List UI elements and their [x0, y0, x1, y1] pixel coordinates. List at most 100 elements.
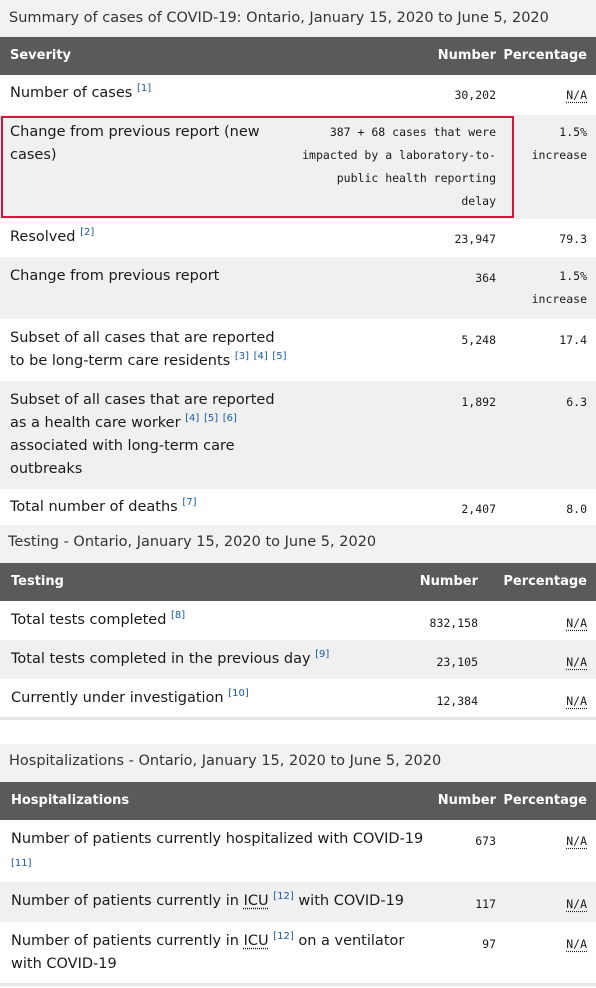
- row-number: 23,947: [454, 232, 496, 246]
- table-row: Number of patients currently hospitalize…: [0, 820, 596, 882]
- row-label: Number of patients currently hospitalize…: [11, 831, 424, 847]
- row-label-pre: Number of patients currently in: [11, 933, 244, 949]
- row-label-post: on a ventilator: [293, 933, 405, 949]
- footnote-link[interactable]: [9]: [315, 649, 330, 660]
- footnote-link[interactable]: [6]: [222, 413, 237, 424]
- footnote-link[interactable]: [4]: [253, 351, 268, 362]
- row-number-line: impacted by a laboratory-to-: [302, 148, 496, 162]
- footnote-link[interactable]: [7]: [182, 497, 197, 508]
- row-number: 2,407: [461, 502, 496, 516]
- table-row: Total number of deaths [7] 2,407 8.0: [0, 489, 596, 525]
- header-testing: Testing: [11, 574, 64, 589]
- row-number: 97: [482, 937, 496, 951]
- table-row: Subset of all cases that are reported as…: [0, 381, 596, 489]
- row-label-line: Change from previous report (new: [10, 124, 260, 140]
- row-label: Total tests completed in the previous da…: [11, 651, 311, 667]
- row-number-line: 387 + 68 cases that were: [329, 125, 496, 139]
- footnote-link[interactable]: [12]: [273, 931, 294, 942]
- row-number: 673: [475, 834, 496, 848]
- row-percentage: N/A: [566, 897, 587, 911]
- row-number: 5,248: [461, 333, 496, 347]
- icu-abbr[interactable]: ICU: [243, 933, 269, 949]
- table-row: Change from previous report 364 1.5% inc…: [0, 257, 596, 319]
- row-percentage: 1.5%: [559, 125, 587, 139]
- row-label: Total number of deaths: [10, 499, 178, 515]
- footnote-link[interactable]: [10]: [228, 688, 249, 699]
- row-label-line: cases): [10, 147, 57, 163]
- footnote-link[interactable]: [8]: [171, 610, 186, 621]
- footnote-link[interactable]: [5]: [203, 413, 219, 424]
- row-number: 1,892: [461, 395, 496, 409]
- row-label-line: Subset of all cases that are reported: [10, 330, 275, 346]
- header-percentage: Percentage: [503, 574, 587, 589]
- footnote-link[interactable]: [1]: [136, 83, 152, 94]
- table-row: Currently under investigation [10] 12,38…: [0, 679, 596, 717]
- footnote-link[interactable]: [5]: [272, 351, 287, 362]
- table-row: Number of cases [1] 30,202 N/A: [0, 75, 596, 115]
- row-number: 832,158: [429, 616, 478, 630]
- row-percentage: N/A: [566, 616, 587, 630]
- header-percentage: Percentage: [503, 793, 587, 808]
- table-row: Change from previous report (new cases) …: [0, 115, 596, 219]
- summary-table-header: Severity Number Percentage: [0, 37, 596, 75]
- row-label-line: with COVID-19: [11, 956, 117, 972]
- divider: [0, 983, 596, 986]
- row-number: 12,384: [436, 694, 478, 708]
- footnote-link[interactable]: [4]: [185, 413, 200, 424]
- row-percentage: N/A: [566, 834, 587, 848]
- row-label: Currently under investigation: [11, 690, 224, 706]
- row-percentage: N/A: [566, 937, 587, 951]
- footnote-link[interactable]: [3]: [234, 351, 249, 362]
- row-label-line: associated with long-term care: [10, 438, 235, 454]
- hospitalizations-caption-rest: - Ontario, January 15, 2020 to June 5, 2…: [124, 753, 442, 769]
- row-label-post: with COVID-19: [293, 893, 405, 909]
- table-row: Total tests completed [8] 832,158 N/A: [0, 601, 596, 640]
- icu-abbr[interactable]: ICU: [243, 893, 269, 909]
- row-number: 23,105: [436, 655, 478, 669]
- footnote-link[interactable]: [11]: [11, 858, 32, 869]
- row-percentage: 6.3: [566, 395, 587, 409]
- table-row: Resolved [2] 23,947 79.3: [0, 219, 596, 257]
- footnote-link[interactable]: [12]: [273, 891, 294, 902]
- row-label-line: to be long-term care residents: [10, 353, 231, 369]
- row-number-line: public health reporting: [336, 171, 496, 185]
- hospitalizations-caption: Hospitalizations - Ontario, January 15, …: [0, 744, 596, 782]
- row-percentage: 1.5%: [559, 269, 587, 283]
- table-row: Number of patients currently in ICU [12]…: [0, 922, 596, 983]
- row-number: 117: [475, 897, 496, 911]
- row-percentage-suffix: increase: [531, 292, 587, 306]
- row-percentage: N/A: [566, 694, 587, 708]
- row-number: 364: [475, 271, 496, 285]
- divider: [0, 717, 596, 720]
- table-row: Subset of all cases that are reported to…: [0, 319, 596, 381]
- testing-table-header: Testing Number Percentage: [0, 563, 596, 601]
- row-label-line: as a health care worker: [10, 415, 181, 431]
- row-percentage-suffix: increase: [531, 148, 587, 162]
- header-number: Number: [437, 48, 496, 63]
- row-number-line: delay: [461, 194, 496, 208]
- header-severity: Severity: [10, 48, 72, 63]
- row-label: Resolved: [10, 229, 76, 245]
- spacer: [0, 720, 596, 744]
- row-label-line: outbreaks: [10, 461, 83, 477]
- header-percentage: Percentage: [503, 48, 587, 63]
- row-label: Number of cases: [10, 85, 133, 101]
- testing-caption-strong: Testing: [8, 534, 59, 550]
- table-row: Number of patients currently in ICU [12]…: [0, 882, 596, 922]
- row-percentage: 8.0: [566, 502, 587, 516]
- table-row: Total tests completed in the previous da…: [0, 640, 596, 679]
- footnote-link[interactable]: [2]: [80, 227, 95, 238]
- row-label-line: Subset of all cases that are reported: [10, 392, 275, 408]
- row-number: 30,202: [454, 88, 496, 102]
- hospitalizations-table-header: Hospitalizations Number Percentage: [0, 782, 596, 820]
- row-label-pre: Number of patients currently in: [11, 893, 244, 909]
- testing-caption: Testing - Ontario, January 15, 2020 to J…: [0, 525, 596, 563]
- row-label: Change from previous report: [10, 268, 220, 284]
- header-number: Number: [437, 793, 496, 808]
- row-percentage: 17.4: [559, 333, 587, 347]
- row-percentage: 79.3: [559, 232, 587, 246]
- row-label: Total tests completed: [11, 612, 167, 628]
- row-percentage: N/A: [566, 655, 587, 669]
- header-hospitalizations: Hospitalizations: [11, 793, 130, 808]
- testing-caption-rest: - Ontario, January 15, 2020 to June 5, 2…: [58, 534, 377, 550]
